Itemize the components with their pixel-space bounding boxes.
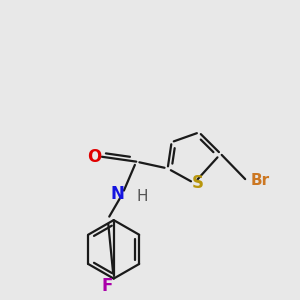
- Text: H: H: [136, 189, 148, 204]
- Text: O: O: [87, 148, 101, 166]
- Text: Br: Br: [250, 173, 269, 188]
- Text: S: S: [192, 174, 204, 192]
- Text: N: N: [111, 185, 124, 203]
- Text: F: F: [101, 278, 112, 296]
